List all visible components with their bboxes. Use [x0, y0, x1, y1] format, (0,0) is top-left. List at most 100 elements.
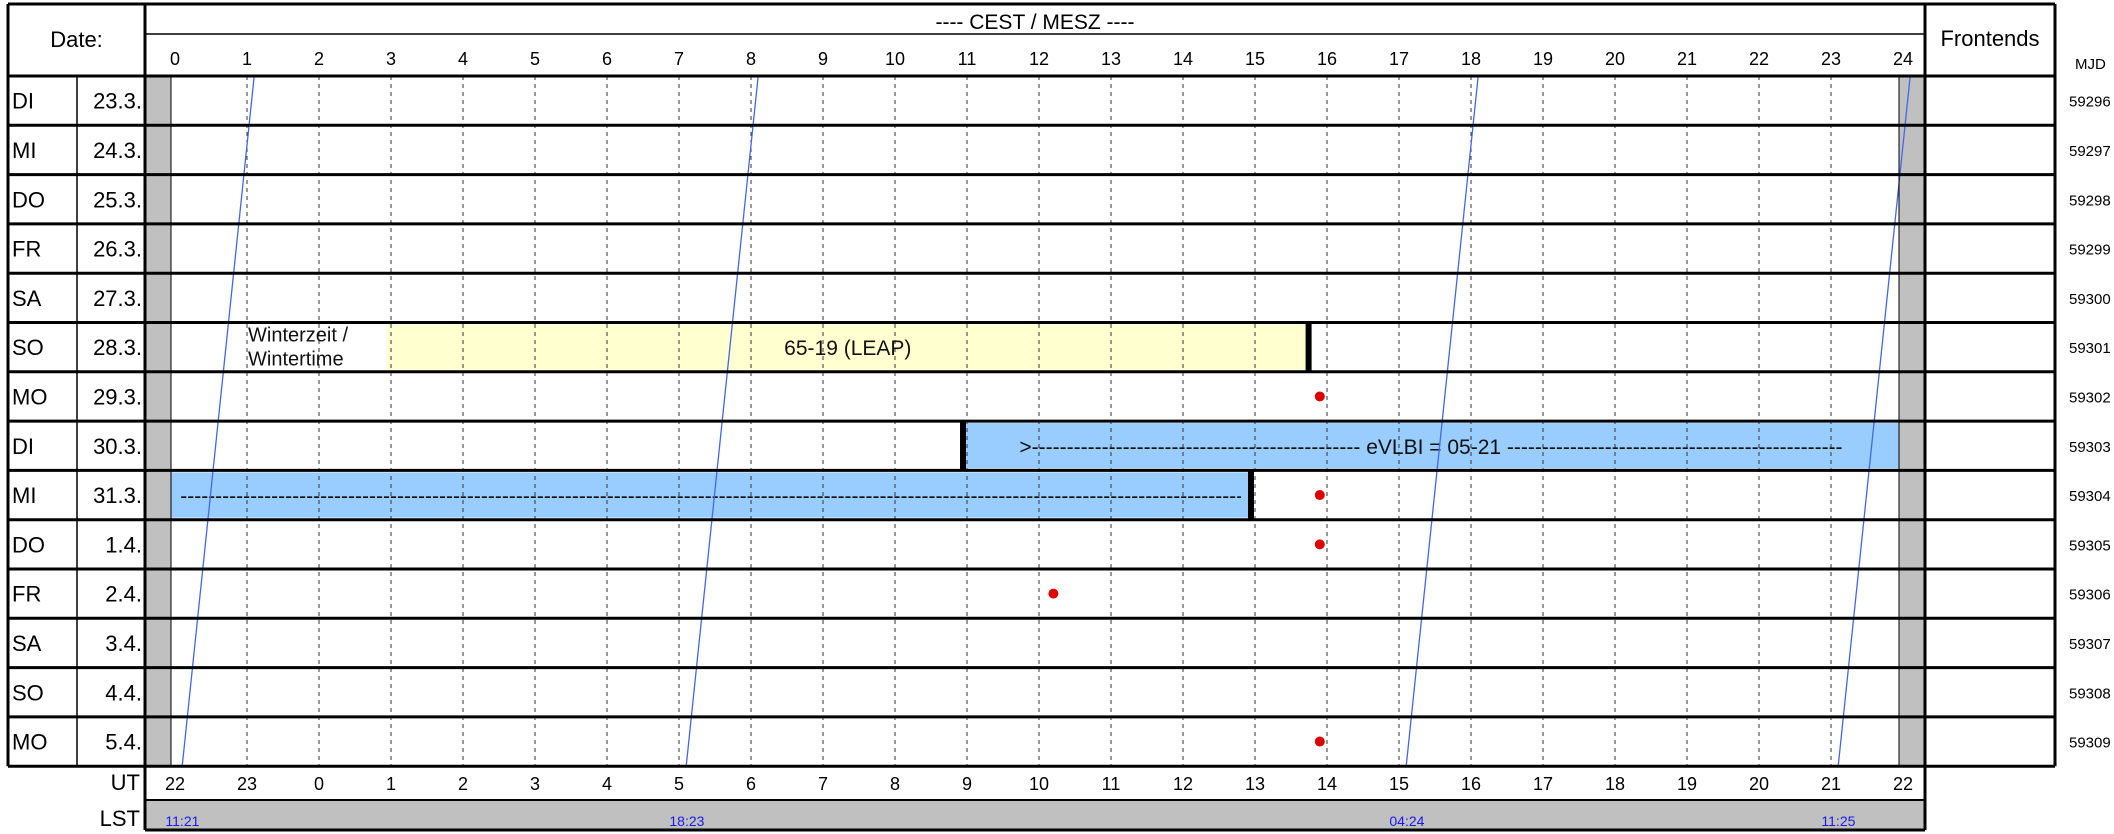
row-day: SA [12, 286, 42, 311]
lst-mark: 18:23 [669, 813, 704, 829]
row-day: SA [12, 631, 42, 656]
row-mjd: 59304 [2069, 488, 2111, 505]
row-date: 24.3. [93, 138, 142, 163]
row-mjd: 59296 [2069, 94, 2111, 111]
row-date: 3.4. [105, 631, 142, 656]
row-mjd: 59298 [2069, 192, 2111, 209]
lst-label: LST [100, 806, 140, 831]
row-mjd: 59308 [2069, 685, 2111, 702]
row-date: 26.3. [93, 237, 142, 262]
ut-hour-label: 21 [1821, 774, 1841, 794]
ut-label: UT [111, 770, 140, 795]
cest-hour-label: 23 [1821, 49, 1841, 69]
row-day: FR [12, 582, 41, 607]
cest-hour-label: 4 [458, 49, 468, 69]
cest-hour-label: 16 [1317, 49, 1337, 69]
block-fill [963, 423, 1899, 469]
lst-mark: 11:25 [1821, 813, 1855, 829]
cest-hour-label: 14 [1173, 49, 1193, 69]
ut-hour-label: 10 [1029, 774, 1049, 794]
ut-hour-label: 3 [530, 774, 540, 794]
row-day: DI [12, 434, 34, 459]
block-label: 65-19 (LEAP) [784, 337, 911, 360]
cest-hour-label: 13 [1101, 49, 1121, 69]
row-mjd: 59299 [2069, 242, 2111, 259]
ut-hour-label: 23 [237, 774, 257, 794]
cest-hour-label: 10 [885, 49, 905, 69]
row-day: MI [12, 483, 36, 508]
ut-hour-label: 11 [1102, 774, 1121, 794]
cest-hour-label: 12 [1029, 49, 1049, 69]
lst-band [145, 800, 1925, 830]
block-end-marker [1305, 322, 1312, 372]
ut-hour-label: 12 [1173, 774, 1193, 794]
block-fill [171, 472, 1251, 518]
row-mjd: 59306 [2069, 587, 2111, 604]
cest-hour-label: 8 [746, 49, 756, 69]
ut-hour-label: 4 [602, 774, 612, 794]
cest-hour-label: 2 [314, 49, 324, 69]
row-day: DO [12, 532, 45, 557]
row-day: MI [12, 138, 36, 163]
ut-hour-label: 22 [1893, 774, 1913, 794]
ut-hour-label: 17 [1533, 774, 1553, 794]
cest-hour-label: 1 [242, 49, 252, 69]
cest-hour-label: 22 [1749, 49, 1769, 69]
row-date: 25.3. [93, 187, 142, 212]
mjd-label: MJD [2075, 56, 2106, 73]
row-mjd: 59300 [2069, 291, 2111, 308]
row-mjd: 59307 [2069, 636, 2111, 653]
block-end-marker [1248, 470, 1254, 520]
row-date: 2.4. [105, 582, 142, 607]
event-dot [1314, 539, 1325, 550]
ut-hour-label: 0 [314, 774, 324, 794]
ut-hour-label: 19 [1677, 774, 1697, 794]
cest-hour-label: 9 [818, 49, 828, 69]
cest-hour-label: 24 [1893, 49, 1913, 69]
schedule-block[interactable] [387, 322, 1312, 372]
row-day: MO [12, 384, 47, 409]
block-label: >---------------------------------------… [1019, 436, 1842, 459]
row-date: 31.3. [93, 483, 142, 508]
cest-hour-label: 17 [1389, 49, 1409, 69]
row-day: FR [12, 237, 41, 262]
ut-hour-label: 16 [1461, 774, 1481, 794]
ut-hour-label: 13 [1245, 774, 1265, 794]
note-line-2: Wintertime [248, 349, 344, 371]
ut-hour-label: 20 [1749, 774, 1769, 794]
event-dot [1314, 736, 1325, 747]
cest-hour-label: 6 [602, 49, 612, 69]
cest-hour-label: 11 [958, 49, 977, 69]
event-dot [1314, 490, 1325, 501]
cest-hour-label: 21 [1677, 49, 1697, 69]
ut-hour-label: 1 [386, 774, 396, 794]
ut-hour-label: 14 [1317, 774, 1337, 794]
schedule-block[interactable] [960, 421, 1899, 471]
timezone-title: ---- CEST / MESZ ---- [935, 11, 1134, 34]
row-date: 28.3. [93, 335, 142, 360]
row-date: 27.3. [93, 286, 142, 311]
ut-hour-label: 18 [1605, 774, 1625, 794]
ut-hour-label: 5 [674, 774, 684, 794]
ut-hour-label: 8 [890, 774, 900, 794]
row-date: 5.4. [105, 730, 142, 755]
row-date: 30.3. [93, 434, 142, 459]
lst-mark: 11:21 [165, 813, 199, 829]
row-mjd: 59305 [2069, 537, 2111, 554]
row-date: 23.3. [93, 89, 142, 114]
cest-hour-label: 0 [170, 49, 180, 69]
cest-hour-label: 18 [1461, 49, 1481, 69]
note-line-1: Winterzeit / [248, 325, 348, 347]
cest-hour-label: 15 [1245, 49, 1265, 69]
row-date: 4.4. [105, 680, 142, 705]
row-day: SO [12, 680, 44, 705]
cest-hour-label: 20 [1605, 49, 1625, 69]
ut-hour-label: 2 [458, 774, 468, 794]
date-column-label: Date: [50, 27, 103, 52]
row-day: MO [12, 730, 47, 755]
ut-hour-label: 15 [1389, 774, 1409, 794]
cest-hour-label: 7 [674, 49, 684, 69]
schedule-block[interactable] [171, 470, 1254, 520]
row-day: DI [12, 89, 34, 114]
